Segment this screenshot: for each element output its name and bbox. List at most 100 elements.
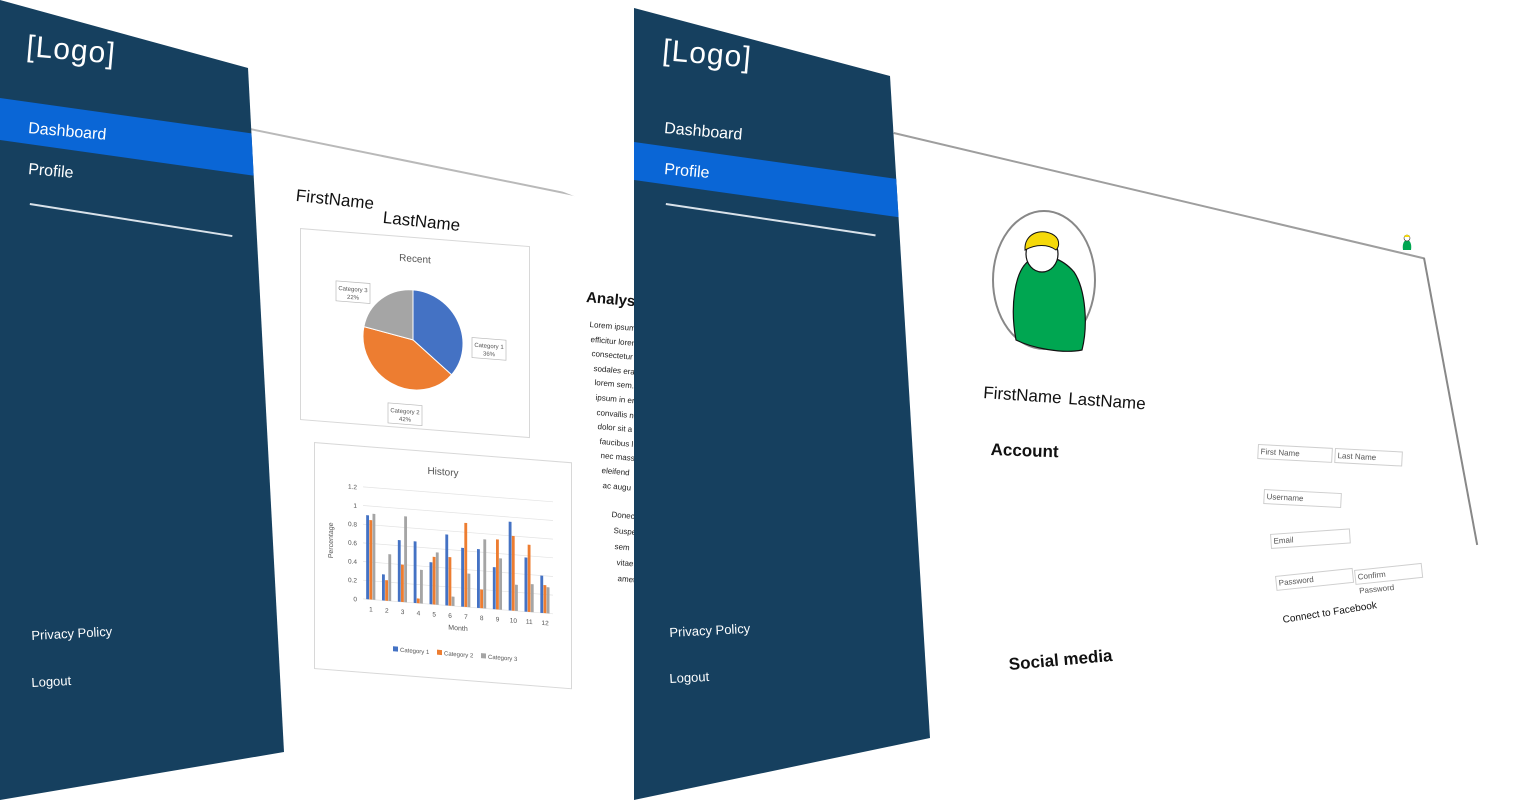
sidebar-item-profile[interactable]: Profile (27, 161, 75, 182)
logout-link[interactable]: Logout (31, 672, 72, 690)
analysis-text-line: sem (614, 542, 631, 553)
user-avatar-icon[interactable] (1400, 232, 1414, 252)
x-tick-label: 7 (464, 614, 468, 621)
bar (420, 569, 423, 604)
profile-last-name: LastName (1067, 389, 1147, 414)
bar (451, 596, 455, 607)
history-bar-chart: History 00.20.40.60.811.21 2 3 4 5 6 7 8 9 10 11 12… (328, 466, 553, 663)
privacy-policy-link[interactable]: Privacy Policy (31, 623, 113, 643)
bar (492, 567, 496, 610)
pie-slice (362, 326, 453, 391)
gridline (363, 561, 553, 577)
gridline (363, 579, 553, 596)
analysis-text-line: convallis n (596, 407, 635, 420)
analysis-text-line: nec mass (600, 451, 635, 464)
legend-swatch (393, 646, 398, 652)
bar (429, 562, 433, 605)
x-tick-label: 5 (432, 611, 436, 618)
gridline (363, 486, 553, 503)
x-tick-label: 4 (417, 610, 421, 617)
history-chart-card: History 0 0.2 0.4 0.6 0.8 1 1.2 1 2 3 4 5 6 7 8 9 10 11 12… (314, 442, 572, 690)
logout-link[interactable]: Logout (669, 668, 710, 686)
password-input[interactable]: Password (1275, 567, 1355, 591)
last-name-input[interactable]: Last Name (1334, 448, 1403, 467)
y-tick-label: 0.2 (348, 577, 357, 585)
y-tick-label: 0.6 (348, 540, 357, 548)
bar (366, 515, 370, 600)
bar (461, 547, 465, 607)
pie-data-label: Category 1 (474, 343, 504, 351)
pie-data-label: 36% (483, 351, 496, 358)
username-input[interactable]: Username (1263, 489, 1342, 509)
bar (397, 539, 401, 602)
analysis-text-line: lorem sem. (594, 378, 635, 391)
x-tick-label: 11 (526, 619, 533, 627)
bar (511, 535, 515, 611)
gridline (363, 542, 553, 559)
legend-label: Category 1 (400, 648, 430, 656)
gridline (363, 598, 553, 615)
account-section-title: Account (990, 440, 1059, 462)
x-tick-label: 12 (541, 620, 549, 628)
analysis-text-line: vitae (615, 558, 634, 569)
bar (464, 522, 468, 608)
bar (540, 575, 544, 614)
analysis-text-line: ac augu (602, 480, 632, 493)
bar (524, 557, 528, 612)
bar (480, 589, 484, 609)
bar (388, 554, 392, 602)
pie-label-box (335, 280, 371, 304)
analysis-text-line: sodales erat (592, 363, 638, 377)
first-name-input[interactable]: First Name (1257, 444, 1333, 463)
analysis-text-line: ipsum in er (595, 393, 635, 406)
bar (483, 539, 487, 609)
x-tick-label: 2 (385, 608, 389, 615)
analysis-text-line: faucibus l (598, 436, 634, 449)
pie-label-box (471, 337, 507, 361)
x-tick-label: 3 (401, 609, 405, 616)
avatar-hair (1024, 231, 1060, 251)
avatar-body (1012, 255, 1086, 352)
privacy-policy-link[interactable]: Privacy Policy (669, 620, 751, 640)
bar (404, 516, 408, 603)
connect-facebook-link[interactable]: Connect to Facebook (1282, 600, 1378, 626)
user-first-name: FirstName (295, 186, 375, 214)
pie-data-label: 42% (399, 417, 412, 424)
bar (477, 549, 480, 609)
gridline (363, 505, 553, 521)
bar (445, 534, 449, 606)
bar (467, 573, 471, 608)
bar (508, 521, 512, 611)
bar (546, 587, 550, 614)
pie-slice (412, 289, 464, 376)
bar (543, 585, 547, 614)
chart-title: Recent (399, 253, 431, 266)
x-tick-label: 9 (496, 616, 500, 623)
bar (432, 556, 436, 605)
x-tick-label: 1 (369, 606, 373, 613)
analysis-text-line: Suspe (612, 526, 637, 537)
pie-slice (363, 289, 414, 341)
analysis-text-line: dolor sit a (597, 422, 633, 435)
sidebar-item-dashboard[interactable]: Dashboard (663, 120, 743, 144)
confirm-password-input[interactable]: Confirm Password (1354, 562, 1424, 596)
email-input[interactable]: Email (1270, 528, 1351, 549)
legend-swatch (437, 649, 442, 656)
panel-edge (1423, 257, 1479, 546)
recent-pie-chart: Recent Category 136% Category 242% Categor… (335, 253, 507, 426)
logo: [Logo] (25, 30, 118, 71)
legend-swatch (481, 653, 486, 659)
chart-title: History (427, 466, 458, 479)
legend-label: Category 3 (488, 655, 518, 663)
social-media-section-title: Social media (1008, 645, 1114, 674)
analysis-text-line: eleifend (601, 466, 630, 478)
bar (496, 539, 499, 610)
sidebar-divider (29, 203, 233, 238)
bar (435, 552, 439, 605)
pie-data-label: Category 3 (338, 286, 368, 294)
bar (448, 557, 452, 606)
x-tick-label: 8 (480, 615, 484, 622)
analysis-text-line: efficitur lorem (590, 334, 639, 348)
sidebar-item-profile[interactable]: Profile (663, 161, 711, 182)
